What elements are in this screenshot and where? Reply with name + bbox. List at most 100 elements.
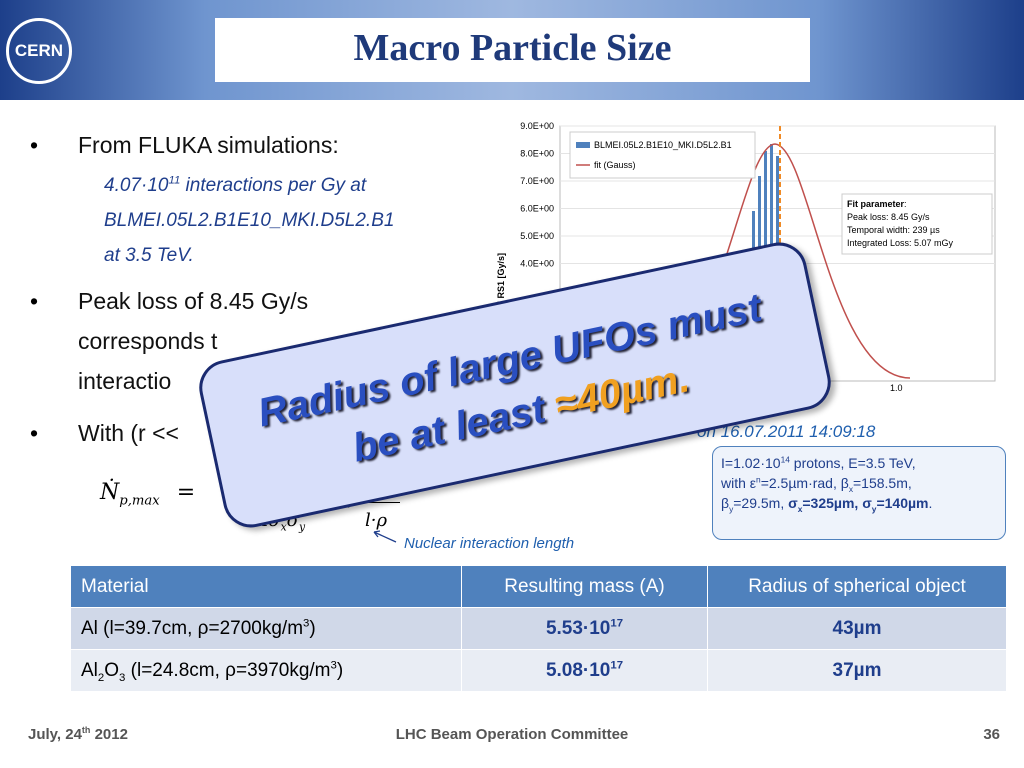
cell: Al2O3 (l=24.8cm, ρ=3970kg/m3) <box>70 649 462 692</box>
timestamp: on 16.07.2011 14:09:18 <box>697 422 876 441</box>
cell: 37µm <box>707 649 1007 692</box>
text: 14 <box>780 454 790 465</box>
text: Al <box>81 659 98 681</box>
text: 3 <box>119 671 126 684</box>
note-line: at 3.5 TeV. <box>104 245 194 266</box>
text: th <box>81 725 91 735</box>
info-box: I=1.02·1014 protons, E=3.5 TeV, with εn=… <box>712 446 1006 540</box>
text: 3 <box>303 617 310 630</box>
y-tick-label: 6.0E+00 <box>520 204 554 214</box>
header-row: Material Resulting mass (A) Radius of sphe… <box>70 565 1007 608</box>
text: x <box>797 503 803 514</box>
info-line: I=1.02·1014 protons, E=3.5 TeV, <box>721 453 997 473</box>
text: ) <box>336 659 344 681</box>
bullet-text: With (r << <box>78 420 179 446</box>
cell: 5.53·1017 <box>461 607 708 650</box>
text: =325µm, σ <box>802 495 872 511</box>
cell: Al (l=39.7cm, ρ=2700kg/m3) <box>70 607 462 650</box>
fit-box <box>841 193 993 255</box>
y-tick-label: 4.0E+00 <box>520 259 554 269</box>
text: 2 <box>97 671 105 684</box>
text: n <box>756 474 761 485</box>
text: protons, E=3.5 TeV, <box>789 455 916 471</box>
text: 5.53·10 <box>545 617 611 639</box>
text: = <box>176 480 196 505</box>
text: (l=24.8cm, ρ=3970kg/m <box>125 659 331 681</box>
header-cell: Material <box>70 565 462 608</box>
bullet-dot: • <box>30 288 39 314</box>
text: σ <box>788 495 798 511</box>
text: Al (l=39.7cm, ρ=2700kg/m <box>81 617 304 639</box>
legend <box>569 131 756 179</box>
bullet-text: interactio <box>78 368 172 394</box>
formula: Ṅp,max = <box>100 480 196 509</box>
y-tick-label: 9.0E+00 <box>520 121 554 131</box>
text: Fit parameter <box>847 199 905 209</box>
legend-label: BLMEI.05L2.B1E10_MKI.D5L2.B1 <box>594 140 732 150</box>
bullet-dot: • <box>30 420 39 446</box>
row: Al (l=39.7cm, ρ=2700kg/m3) 5.53·1017 43µ… <box>70 607 1007 650</box>
text: July, 24 <box>28 726 82 743</box>
text: =158.5m, <box>853 475 912 491</box>
text: . <box>928 495 933 511</box>
text: =29.5m, <box>733 495 789 511</box>
info-line: with εn=2.5µm·rad, βx=158.5m, <box>721 473 997 493</box>
text: p,max <box>119 493 160 509</box>
text: x <box>280 520 287 534</box>
fit-line: Integrated Loss: 5.07 mGy <box>847 238 954 248</box>
denominator: l·ρ <box>365 510 388 531</box>
cell: 5.08·1017 <box>461 649 708 692</box>
y-tick-label: 7.0E+00 <box>520 176 554 186</box>
bullet-text: corresponds t <box>78 328 218 354</box>
info-line: βy=29.5m, σx=325µm, σy=140µm. <box>721 493 997 513</box>
text: Ṅ <box>100 480 120 505</box>
table: Material Resulting mass (A) Radius of sphe… <box>70 565 1007 692</box>
y-tick-label: 5.0E+00 <box>520 231 554 241</box>
y-axis-label: oss Signal RS1 [Gy/s] <box>496 253 506 346</box>
text: 17 <box>610 659 624 672</box>
text: y <box>298 520 306 534</box>
bullet-dot: • <box>30 132 39 158</box>
text: O <box>104 659 120 681</box>
text: y <box>871 503 877 514</box>
text: interactions per Gy at <box>180 175 367 196</box>
text: β <box>721 495 730 511</box>
footer-page: 36 <box>983 726 1000 743</box>
text: =140µm <box>876 495 929 511</box>
text: x <box>848 483 853 494</box>
fit-line: Temporal width: 239 µs <box>847 225 940 235</box>
header-cell: Resulting mass (A) <box>461 565 708 608</box>
text: 4.07·10 <box>104 175 169 196</box>
cell: 43µm <box>707 607 1007 650</box>
fraction-bar <box>362 502 400 503</box>
text: =2.5µm·rad, β <box>760 475 849 491</box>
bullet-text: From FLUKA simulations: <box>78 132 339 158</box>
text: y <box>729 503 734 514</box>
y-tick-label: 8.0E+00 <box>520 149 554 159</box>
text: ) <box>309 617 316 639</box>
text: 3 <box>330 659 337 672</box>
title: Macro Particle Size <box>353 27 672 69</box>
legend-label: fit (Gauss) <box>594 160 636 170</box>
footer-date: July, 24th 2012 <box>28 725 128 744</box>
text: 2012 <box>90 726 128 743</box>
arrow <box>373 530 397 543</box>
text: : <box>904 199 907 209</box>
row: Al2O3 (l=24.8cm, ρ=3970kg/m3) 5.08·1017 … <box>70 649 1007 692</box>
legend-swatch <box>576 142 590 148</box>
fit-line: Peak loss: 8.45 Gy/s <box>847 212 930 222</box>
fit-title: Fit parameter: <box>847 199 907 209</box>
text: 17 <box>610 617 624 630</box>
text: with ε <box>721 475 757 491</box>
text: 11 <box>168 174 181 187</box>
note-line: 4.07·1011 interactions per Gy at <box>104 175 366 197</box>
x-tick-label: 1.0 <box>890 383 903 393</box>
footer-center: LHC Beam Operation Committee <box>395 726 629 743</box>
annotation: Nuclear interaction length <box>404 535 575 552</box>
logo: CERN <box>6 18 72 84</box>
header-cell: Radius of spherical object <box>707 565 1007 608</box>
note-line: BLMEI.05L2.B1E10_MKI.D5L2.B1 <box>104 210 395 231</box>
text: I=1.02·10 <box>721 455 781 471</box>
text: 5.08·10 <box>545 659 611 681</box>
